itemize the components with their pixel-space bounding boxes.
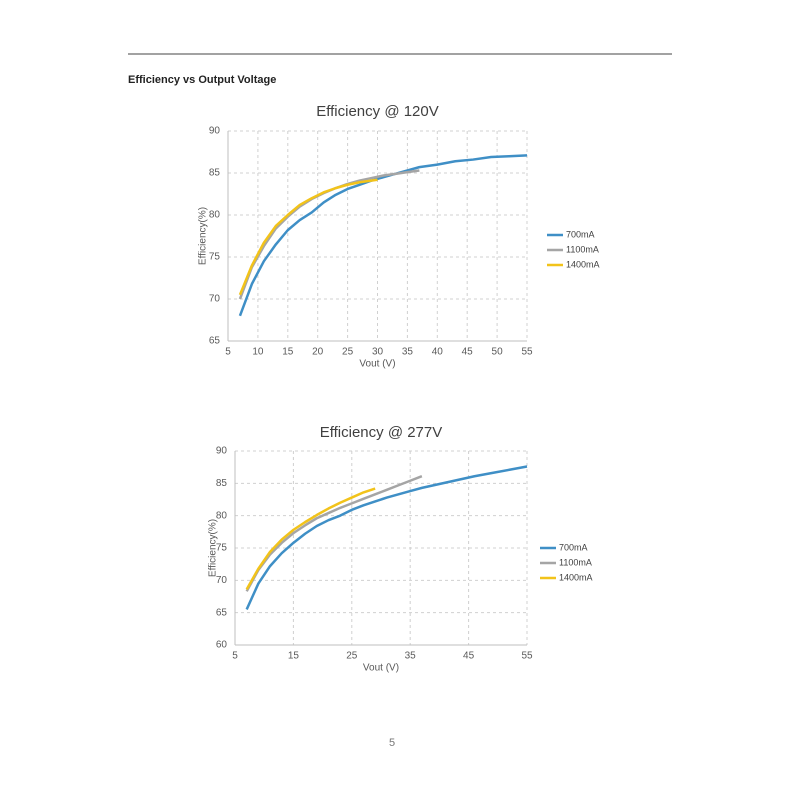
- page-number: 5: [389, 737, 395, 749]
- x-axis-label: Vout (V): [363, 663, 399, 674]
- y-tick-label: 75: [216, 543, 228, 554]
- chart-title: Efficiency @ 277V: [320, 424, 443, 441]
- x-tick-label: 45: [462, 347, 474, 358]
- series-line: [238, 178, 378, 296]
- legend-label: 1400mA: [566, 259, 600, 269]
- x-tick-label: 40: [432, 347, 444, 358]
- x-tick-label: 55: [521, 651, 533, 662]
- series-line: [238, 154, 528, 317]
- legend-label: 700mA: [559, 542, 588, 552]
- y-axis-label: Efficiency(%): [208, 519, 219, 577]
- x-axis-label: Vout (V): [359, 359, 395, 370]
- x-tick-label: 5: [225, 347, 231, 358]
- x-tick-label: 35: [402, 347, 414, 358]
- y-tick-label: 90: [216, 446, 228, 457]
- legend-label: 700mA: [566, 229, 595, 239]
- x-tick-label: 15: [282, 347, 294, 358]
- legend-label: 1100mA: [566, 244, 599, 254]
- y-axis-label: Efficiency(%): [198, 207, 209, 265]
- x-tick-label: 45: [463, 651, 475, 662]
- y-tick-label: 80: [209, 210, 221, 221]
- y-tick-label: 60: [216, 640, 228, 651]
- y-tick-label: 85: [216, 478, 228, 489]
- y-tick-label: 65: [216, 607, 228, 618]
- x-tick-label: 25: [342, 347, 354, 358]
- legend-label: 1100mA: [559, 557, 592, 567]
- y-tick-label: 75: [209, 252, 221, 263]
- x-tick-label: 35: [405, 651, 417, 662]
- x-tick-label: 20: [312, 347, 324, 358]
- y-tick-label: 70: [216, 575, 228, 586]
- y-tick-label: 85: [209, 168, 221, 179]
- y-tick-label: 70: [209, 294, 221, 305]
- y-tick-label: 90: [209, 126, 221, 137]
- x-tick-label: 50: [492, 347, 504, 358]
- section-title: Efficiency vs Output Voltage: [128, 74, 276, 86]
- x-tick-label: 15: [288, 651, 300, 662]
- x-tick-label: 30: [372, 347, 384, 358]
- y-tick-label: 65: [209, 336, 221, 347]
- series-line: [245, 465, 528, 610]
- chart-title: Efficiency @ 120V: [316, 103, 439, 120]
- x-tick-label: 5: [232, 651, 238, 662]
- legend-label: 1400mA: [559, 572, 593, 582]
- series-line: [245, 475, 423, 592]
- x-tick-label: 25: [346, 651, 358, 662]
- y-tick-label: 80: [216, 510, 228, 521]
- x-tick-label: 10: [252, 347, 264, 358]
- x-tick-label: 55: [521, 347, 533, 358]
- series-line: [245, 487, 376, 591]
